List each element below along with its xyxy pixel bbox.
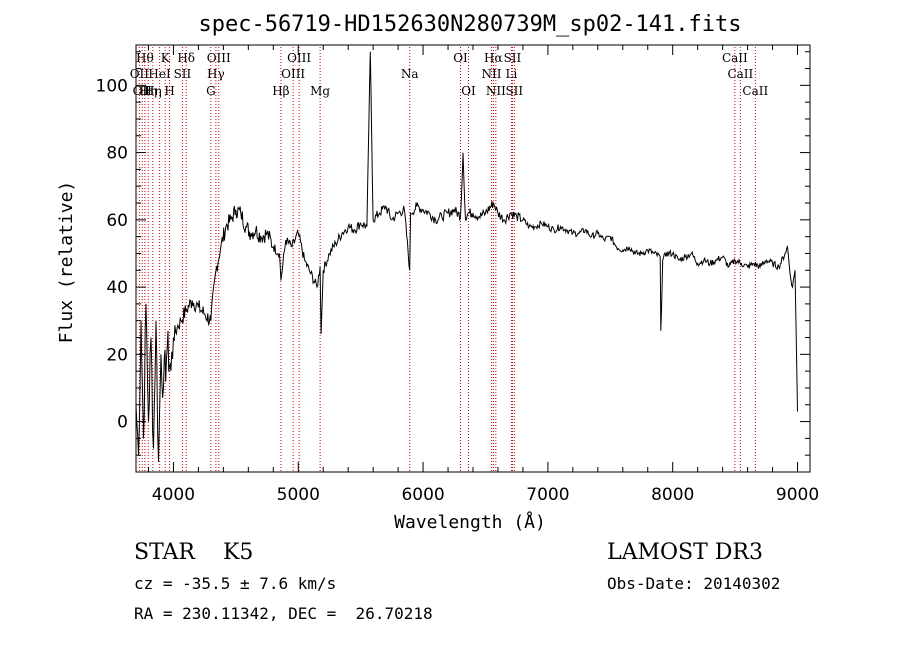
line-marker-label: G (206, 84, 216, 98)
line-marker-label: Hγ (207, 67, 225, 81)
y-tick-label: 100 (96, 76, 128, 96)
x-axis-title: Wavelength (Å) (394, 511, 546, 533)
line-marker-label: OIII (281, 67, 305, 81)
spectrum-line (135, 51, 798, 462)
plot-frame (135, 44, 811, 473)
line-marker-label: NII (481, 67, 501, 81)
line-marker-label: OI (461, 84, 476, 98)
redshift-label: cz = -35.5 ± 7.6 km/s (134, 574, 337, 593)
tick-labels: 4000 5000 6000 7000 8000 9000 0 20 40 60 80 100 (96, 76, 820, 505)
x-tick-label: 8000 (651, 485, 694, 505)
line-marker-label: CaII (727, 67, 753, 81)
line-labels: OIIOIIHθHηHηHeIKHSIIHδGHγOIIIHβOIIIOIIIM… (130, 51, 769, 98)
x-tick-label: 4000 (152, 485, 195, 505)
line-marker-label: Na (401, 67, 419, 81)
line-marker-label: Mg (310, 84, 330, 98)
line-marker-label: CaII (742, 84, 768, 98)
axis-ticks (136, 45, 810, 472)
obs-date-label: Obs-Date: 20140302 (607, 574, 781, 593)
line-marker-label: HeI (148, 67, 171, 81)
y-axis-title: Flux (relative) (56, 181, 77, 344)
x-tick-label: 6000 (401, 485, 444, 505)
line-marker-label: SII (505, 84, 523, 98)
line-marker-label: OIII (207, 51, 231, 65)
line-marker-label: Hθ (136, 51, 154, 65)
chart-title: spec-56719-HD152630N280739M_sp02-141.fit… (198, 12, 741, 37)
classification-label: STAR K5 (134, 540, 254, 565)
line-marker-label: OI (453, 51, 468, 65)
x-tick-label: 5000 (277, 485, 320, 505)
line-marker-label: Hη (139, 84, 157, 98)
y-tick-label: 20 (106, 345, 128, 365)
line-marker-label: SII (504, 51, 522, 65)
line-marker-label: K (161, 51, 171, 65)
x-tick-label: 9000 (776, 485, 819, 505)
x-tick-label: 7000 (526, 485, 569, 505)
line-marker-label: Hη (144, 84, 162, 98)
line-marker-label: OIII (287, 51, 311, 65)
survey-label: LAMOST DR3 (607, 540, 763, 565)
line-marker-label: NII (486, 84, 506, 98)
line-marker-label: SII (174, 67, 192, 81)
line-marker-label: CaII (722, 51, 748, 65)
line-marker-label: OII (130, 67, 150, 81)
coordinates-label: RA = 230.11342, DEC = 26.70218 (134, 604, 433, 623)
line-marker-label: Li (506, 67, 518, 81)
line-marker-label: OII (133, 84, 153, 98)
line-marker-label: H (164, 84, 174, 98)
y-tick-label: 0 (117, 413, 128, 433)
line-marker-label: Hβ (272, 84, 289, 98)
y-tick-label: 60 (106, 211, 128, 231)
line-marker-label: Hδ (177, 51, 195, 65)
y-tick-label: 40 (106, 278, 128, 298)
y-tick-label: 80 (106, 144, 128, 164)
line-marker-label: Hα (484, 51, 503, 65)
